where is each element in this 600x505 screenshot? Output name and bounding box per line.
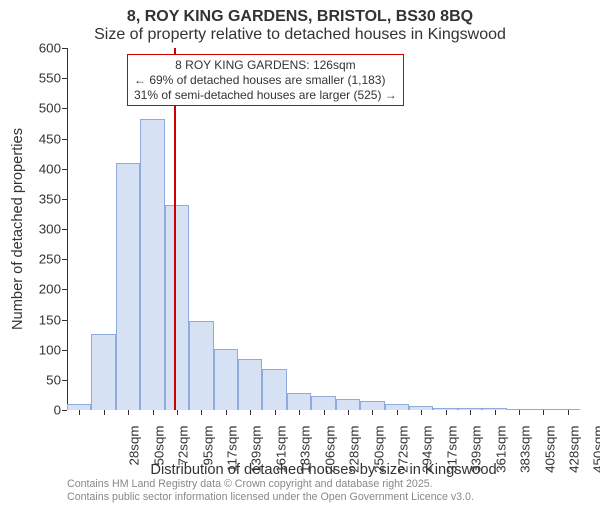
histogram-bar (311, 396, 335, 410)
x-tick-label: 183sqm (298, 426, 313, 476)
y-tick-label: 500 (25, 101, 61, 116)
x-tick (324, 410, 325, 415)
x-tick-label: 72sqm (176, 426, 191, 476)
x-tick (250, 410, 251, 415)
x-tick-label: 339sqm (469, 426, 484, 476)
x-tick-label: 317sqm (444, 426, 459, 476)
x-tick-label: 428sqm (566, 426, 581, 476)
histogram-bar (214, 349, 238, 410)
x-tick (201, 410, 202, 415)
title-address: 8, ROY KING GARDENS, BRISTOL, BS30 8BQ (0, 8, 600, 26)
x-tick (446, 410, 447, 415)
x-tick (470, 410, 471, 415)
x-tick (568, 410, 569, 415)
y-axis-line (67, 48, 68, 410)
callout-line3: 31% of semi-detached houses are larger (… (134, 88, 397, 103)
y-tick (62, 48, 67, 49)
x-tick (348, 410, 349, 415)
y-tick (62, 229, 67, 230)
y-tick (62, 320, 67, 321)
histogram-bar (360, 401, 384, 410)
x-tick-label: 161sqm (273, 426, 288, 476)
x-tick (226, 410, 227, 415)
x-tick-label: 28sqm (127, 426, 142, 476)
x-tick-label: 117sqm (224, 426, 239, 476)
y-tick-label: 150 (25, 312, 61, 327)
x-tick-label: 272sqm (395, 426, 410, 476)
x-tick-label: 228sqm (347, 426, 362, 476)
x-tick-label: 405sqm (542, 426, 557, 476)
x-tick-label: 206sqm (322, 426, 337, 476)
x-tick (543, 410, 544, 415)
x-tick (519, 410, 520, 415)
histogram-bar (238, 359, 262, 410)
y-tick-label: 0 (25, 403, 61, 418)
x-tick (397, 410, 398, 415)
footer-line2: Contains public sector information licen… (67, 491, 474, 504)
x-tick (275, 410, 276, 415)
x-tick (79, 410, 80, 415)
histogram-bar (262, 369, 286, 410)
callout-box: 8 ROY KING GARDENS: 126sqm← 69% of detac… (127, 54, 404, 106)
y-tick (62, 169, 67, 170)
x-tick (128, 410, 129, 415)
histogram-bar (91, 334, 115, 410)
x-tick-label: 361sqm (493, 426, 508, 476)
y-tick (62, 410, 67, 411)
y-tick-label: 300 (25, 222, 61, 237)
x-tick (372, 410, 373, 415)
x-tick-label: 294sqm (420, 426, 435, 476)
x-tick-label: 50sqm (151, 426, 166, 476)
y-tick (62, 139, 67, 140)
x-tick-label: 450sqm (591, 426, 600, 476)
footer-line1: Contains HM Land Registry data © Crown c… (67, 478, 474, 491)
x-tick-label: 250sqm (371, 426, 386, 476)
y-tick (62, 259, 67, 260)
x-tick (299, 410, 300, 415)
y-tick (62, 289, 67, 290)
x-tick (177, 410, 178, 415)
y-tick (62, 78, 67, 79)
y-tick-label: 400 (25, 161, 61, 176)
plot-area: 8 ROY KING GARDENS: 126sqm← 69% of detac… (67, 48, 580, 410)
y-tick-label: 50 (25, 372, 61, 387)
callout-line2: ← 69% of detached houses are smaller (1,… (134, 73, 397, 88)
y-tick (62, 199, 67, 200)
histogram-bar (140, 119, 164, 410)
y-tick-label: 350 (25, 191, 61, 206)
y-tick-label: 550 (25, 71, 61, 86)
histogram-bar (287, 393, 311, 410)
y-tick-label: 450 (25, 131, 61, 146)
y-tick (62, 380, 67, 381)
chart-stage: 8, ROY KING GARDENS, BRISTOL, BS30 8BQ S… (0, 0, 600, 500)
footer-attribution: Contains HM Land Registry data © Crown c… (67, 478, 474, 505)
x-tick (495, 410, 496, 415)
y-tick (62, 108, 67, 109)
histogram-bar (116, 163, 140, 410)
y-tick-label: 250 (25, 252, 61, 267)
histogram-bar (336, 399, 360, 410)
x-tick-label: 139sqm (249, 426, 264, 476)
y-axis-label: Number of detached properties (10, 128, 26, 330)
y-tick-label: 200 (25, 282, 61, 297)
y-tick (62, 350, 67, 351)
x-tick-label: 383sqm (518, 426, 533, 476)
x-tick-label: 95sqm (200, 426, 215, 476)
callout-line1: 8 ROY KING GARDENS: 126sqm (134, 58, 397, 73)
y-tick-label: 600 (25, 41, 61, 56)
histogram-bar (189, 321, 213, 410)
x-tick (421, 410, 422, 415)
y-tick-label: 100 (25, 342, 61, 357)
histogram-bar (165, 205, 189, 410)
title-subtitle: Size of property relative to detached ho… (0, 26, 600, 44)
x-tick (104, 410, 105, 415)
x-tick (153, 410, 154, 415)
